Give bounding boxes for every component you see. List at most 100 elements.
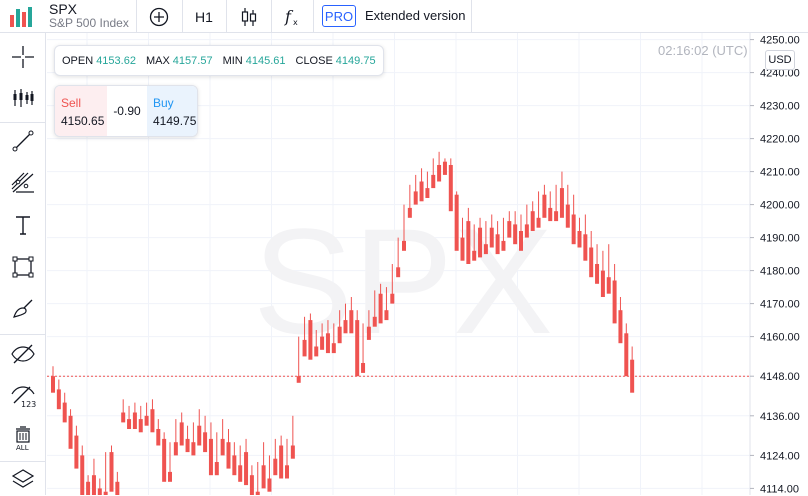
buy-button[interactable]: Buy 4149.75 <box>147 86 197 136</box>
candle-body <box>203 432 208 453</box>
candle <box>51 366 55 393</box>
toolbar-divider <box>182 0 183 33</box>
candle-body <box>507 221 512 238</box>
indicators-tool-button[interactable] <box>6 81 40 115</box>
text-tool-button[interactable] <box>6 208 40 242</box>
candle <box>74 425 79 469</box>
fib-tools-button[interactable] <box>6 166 40 200</box>
price-axis[interactable]: 4250.00 4240.00 4230.00 4220.00 4210.00 4200.… <box>750 35 800 495</box>
brush-tool-button[interactable] <box>6 292 40 326</box>
spread-value: -0.90 <box>113 104 141 118</box>
candle <box>80 445 85 495</box>
candle-body <box>402 240 406 251</box>
candle <box>279 435 284 479</box>
symbol-ticker[interactable]: SPX <box>49 1 78 17</box>
candle <box>343 303 348 334</box>
candle <box>173 419 178 456</box>
candle-body <box>138 419 143 433</box>
indicators-button[interactable]: f x <box>273 0 313 33</box>
candle-body <box>244 452 249 486</box>
price-chart[interactable]: SPX 4250.004240.004230.004220.004210.004… <box>47 33 808 495</box>
chart-type-button[interactable] <box>228 0 270 33</box>
candle-body <box>162 438 167 482</box>
candle-body <box>425 188 430 198</box>
candle <box>179 412 184 446</box>
candle-body <box>337 326 342 344</box>
trend-line-button[interactable] <box>6 124 40 158</box>
hide-drawings-button[interactable] <box>6 337 40 371</box>
candle <box>524 204 529 238</box>
candle <box>331 323 336 354</box>
toolbar-divider <box>136 0 137 33</box>
compare-add-button[interactable] <box>138 0 180 33</box>
candle <box>349 297 354 334</box>
candle-body <box>454 194 459 251</box>
candle-body <box>624 333 629 377</box>
toolbar-divider <box>226 0 227 33</box>
candle-body <box>583 234 588 261</box>
candle <box>583 214 588 261</box>
rectangle-tool-button[interactable] <box>6 250 40 284</box>
candle <box>261 442 266 489</box>
crosshair-button[interactable] <box>6 40 40 74</box>
candle-body <box>407 207 412 218</box>
candle-body <box>519 231 523 251</box>
price-axis-label: 4210.00 <box>760 167 800 179</box>
candle-body <box>442 161 447 175</box>
candle <box>372 290 377 327</box>
candle <box>536 191 541 228</box>
candle <box>214 432 219 476</box>
min-label: MIN <box>222 54 243 67</box>
pro-badge[interactable]: PRO <box>322 5 356 27</box>
price-axis-label: 4170.00 <box>760 299 800 311</box>
candle <box>460 217 465 261</box>
candle-body <box>448 165 453 212</box>
candle <box>302 316 307 357</box>
toolbar-divider <box>471 0 472 33</box>
candle-body <box>366 326 371 340</box>
candle-body <box>589 247 594 278</box>
hide-indicators-button[interactable]: 123 <box>6 379 40 413</box>
buy-price: 4149.75 <box>153 114 197 128</box>
candle-body <box>343 320 348 334</box>
candle-body <box>396 267 401 278</box>
drawing-toolbar: 123 ALL <box>0 33 46 495</box>
candle <box>402 204 406 251</box>
candle-body <box>361 363 366 373</box>
price-axis-label: 4190.00 <box>760 233 800 245</box>
svg-text:ALL: ALL <box>16 444 29 451</box>
remove-all-button[interactable]: ALL <box>6 421 40 455</box>
price-axis-label: 4240.00 <box>760 68 800 80</box>
candle-body <box>156 429 161 446</box>
candle <box>612 264 617 324</box>
candle-body <box>144 415 149 426</box>
candle-body <box>168 471 172 482</box>
layers-icon <box>11 469 35 488</box>
candle <box>630 346 635 393</box>
candle-body <box>214 462 219 476</box>
candle-body <box>419 181 424 202</box>
close-value: 4149.75 <box>335 54 376 67</box>
candle-body <box>115 481 120 495</box>
layers-button[interactable] <box>6 462 40 496</box>
candle-body <box>536 217 541 228</box>
candle-body <box>437 165 442 182</box>
price-axis-label: 4148.00 <box>760 371 800 383</box>
text-tool-icon <box>16 216 30 235</box>
candle-body <box>273 458 278 476</box>
candle <box>366 310 371 340</box>
symbol-description: S&P 500 Index <box>49 16 129 30</box>
candle-body <box>220 438 225 456</box>
candle-body <box>56 389 61 410</box>
candle <box>162 432 167 482</box>
candle <box>91 458 96 495</box>
candle <box>513 211 518 245</box>
candle-body <box>232 455 237 476</box>
extended-version-link[interactable]: Extended version <box>365 8 466 23</box>
sell-button[interactable]: Sell 4150.65 <box>55 86 107 136</box>
candle-body <box>91 475 96 495</box>
candle <box>378 283 383 324</box>
timeframe-button[interactable]: H1 <box>195 8 213 25</box>
candle <box>554 184 559 222</box>
currency-button[interactable]: USD <box>765 50 795 70</box>
